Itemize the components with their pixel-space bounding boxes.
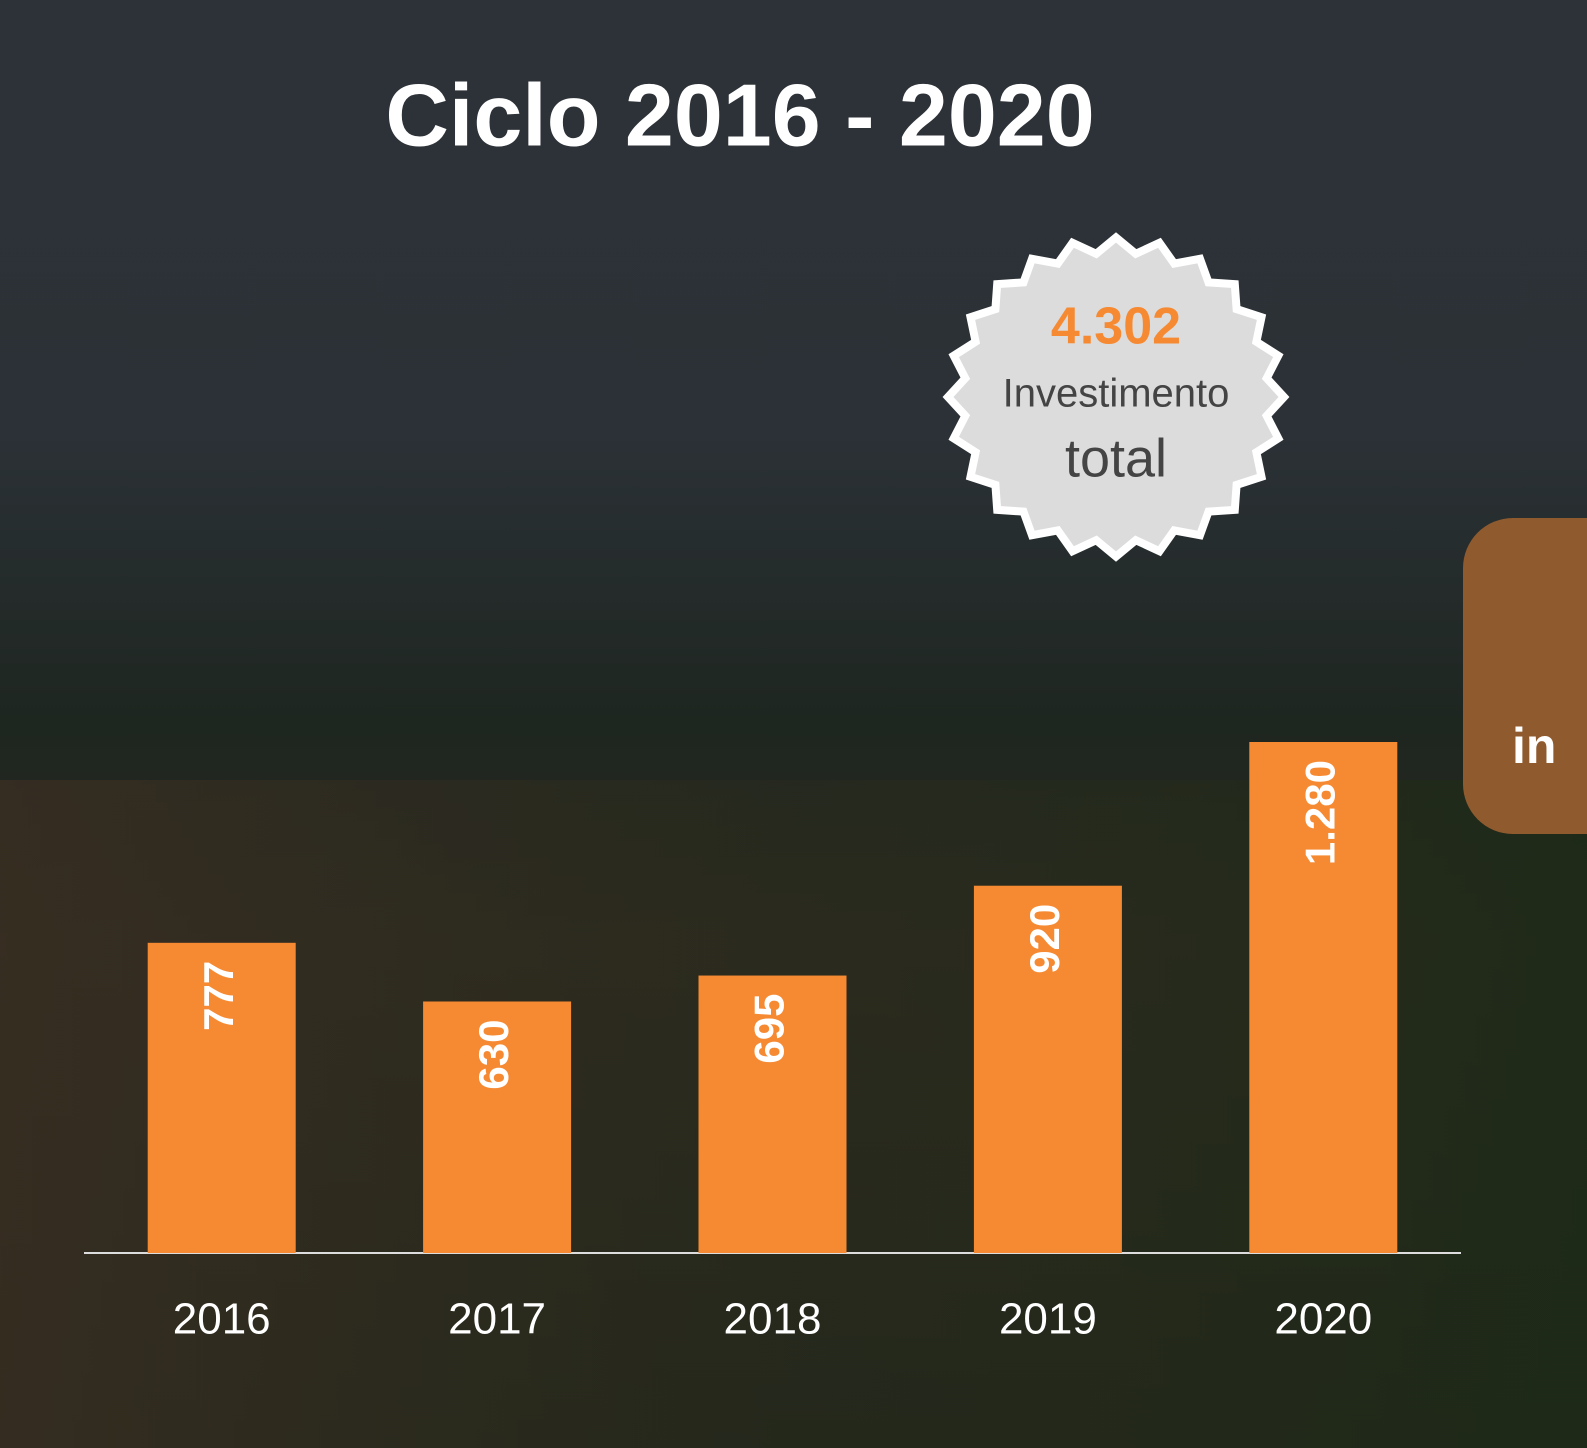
value-label: 695 [746,994,793,1064]
side-note: in [1512,718,1556,774]
x-tick-label: 2020 [1274,1295,1372,1344]
badge-value: 4.302 [1051,298,1181,356]
value-label: 1.280 [1296,760,1343,865]
x-tick-label: 2018 [724,1295,822,1344]
chart: in Ciclo 2016 - 2020 4.302 Investimento … [0,0,1587,1448]
value-label: 920 [1021,904,1068,974]
x-tick-label: 2016 [173,1295,271,1344]
value-label: 777 [195,961,242,1031]
badge-line2: total [1065,428,1167,488]
value-label: 630 [470,1019,517,1089]
side-panel [1463,518,1587,834]
chart-title: Ciclo 2016 - 2020 [385,65,1094,164]
badge-line1: Investimento [1003,372,1230,416]
x-tick-label: 2019 [999,1295,1097,1344]
x-tick-label: 2017 [448,1295,546,1344]
